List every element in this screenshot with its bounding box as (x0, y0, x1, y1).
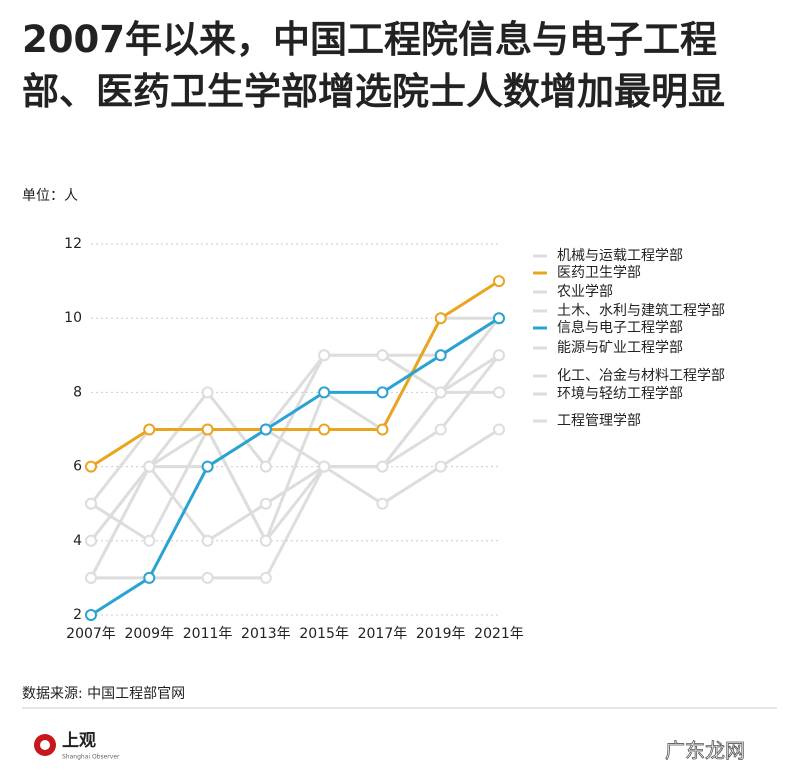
point (259, 497, 272, 510)
x-tick-label: 2011年 (183, 626, 233, 642)
point (201, 386, 214, 399)
point (376, 423, 389, 436)
point (376, 386, 389, 399)
legend-label: 医药卫生学部 (557, 265, 641, 281)
point (318, 460, 331, 473)
x-tick-label: 2013年 (241, 626, 291, 642)
series-line (90, 279, 500, 468)
point (493, 349, 505, 362)
point (259, 460, 272, 473)
point (376, 349, 389, 362)
point (493, 386, 505, 399)
watermark: 广东龙网 (665, 739, 745, 763)
chart-title: 2007年以来，中国工程院信息与电子工程部、医药卫生学部增选院士人数增加最明显 (22, 18, 725, 113)
point (85, 460, 97, 473)
point (376, 497, 389, 510)
y-tick-label: 2 (73, 607, 82, 623)
x-tick-label: 2009年 (124, 626, 174, 642)
x-tick-label: 2015年 (299, 626, 349, 642)
x-tick-label: 2019年 (416, 626, 466, 642)
point (143, 534, 156, 547)
subtitle: 单位：人 (22, 188, 78, 204)
point (201, 571, 214, 584)
point (434, 312, 447, 325)
series-line (89, 390, 499, 542)
point (85, 497, 97, 510)
point (259, 534, 272, 547)
y-tick-label: 8 (73, 384, 82, 400)
source: 数据来源: 中国工程部官网 (22, 686, 185, 702)
logo-sub: Shanghai Observer (62, 754, 120, 761)
point (201, 423, 214, 436)
logo-icon-inner (40, 740, 50, 750)
legend-label: 化工、冶金与材料工程学部 (557, 368, 725, 384)
point (318, 386, 331, 399)
y-tick-label: 12 (64, 236, 82, 252)
point (201, 460, 214, 473)
point (318, 349, 331, 362)
point (259, 571, 272, 584)
y-tick-label: 4 (73, 533, 82, 549)
point (318, 423, 331, 436)
legend-label: 工程管理学部 (557, 413, 641, 429)
point (434, 386, 447, 399)
point (376, 460, 389, 473)
y-tick-label: 10 (64, 310, 82, 326)
x-tick-label: 2021年 (474, 626, 524, 642)
logo: 上观 (62, 731, 96, 751)
legend-label: 土木、水利与建筑工程学部 (557, 303, 725, 319)
point (85, 571, 97, 584)
point (143, 571, 156, 584)
point (143, 423, 156, 436)
point (493, 275, 505, 288)
point (493, 423, 505, 436)
y-tick-label: 6 (73, 459, 82, 475)
point (143, 460, 156, 473)
series-line (91, 428, 500, 580)
x-tick-label: 2007年 (66, 626, 116, 642)
legend-label: 机械与运载工程学部 (557, 248, 683, 264)
point (259, 423, 272, 436)
series-line (90, 354, 501, 544)
point (493, 312, 505, 325)
series-line (90, 316, 500, 617)
point (85, 609, 97, 621)
legend-label: 环境与轻纺工程学部 (557, 386, 683, 402)
point (85, 534, 97, 547)
point (201, 534, 214, 547)
legend-label: 能源与矿业工程学部 (557, 340, 683, 356)
point (434, 349, 447, 362)
legend-label: 农业学部 (557, 284, 613, 300)
point (434, 460, 447, 473)
x-tick-label: 2017年 (358, 626, 408, 642)
point (434, 423, 447, 436)
legend-label: 信息与电子工程学部 (557, 319, 683, 336)
